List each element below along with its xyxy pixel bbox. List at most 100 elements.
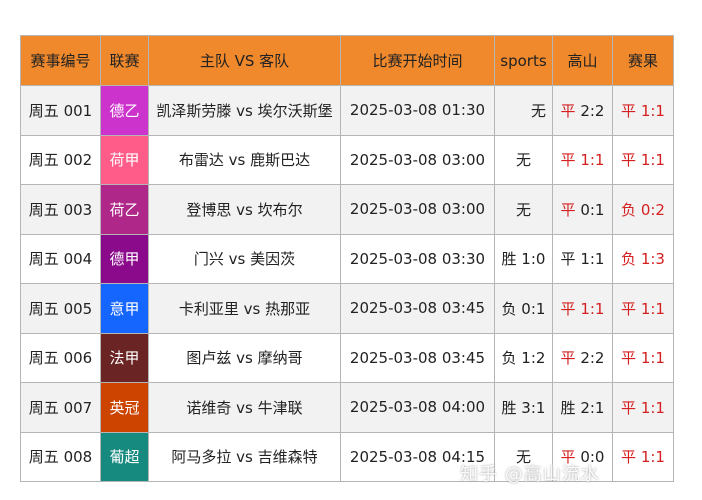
- result-score: 1:1: [640, 349, 665, 368]
- table-row: 周五 007 英冠 诺维奇 vs 牛津联 2025-03-08 04:00 胜 3:1 胜…: [20, 382, 674, 433]
- sports-pick: 无: [494, 134, 553, 185]
- match-teams: 诺维奇 vs 牛津联: [148, 382, 341, 433]
- gaoshan-score: 1:1: [580, 151, 605, 170]
- league-badge: 法甲: [100, 332, 149, 383]
- gaoshan-score: 1:1: [580, 250, 605, 269]
- gaoshan-pick: 平 1:1: [552, 134, 613, 185]
- match-id: 周五 002: [20, 134, 101, 185]
- match-id: 周五 006: [20, 332, 101, 383]
- result-score: 1:1: [640, 151, 665, 170]
- match-result: 平 1:1: [612, 85, 674, 136]
- table-row: 周五 006 法甲 图卢兹 vs 摩纳哥 2025-03-08 03:45 负 1:2 平…: [20, 332, 674, 383]
- match-table: 赛事编号 联赛 主队 VS 客队 比赛开始时间 sports 高山 赛果 周五 …: [20, 35, 674, 482]
- result-outcome: 平: [621, 349, 637, 368]
- match-time: 2025-03-08 01:30: [340, 85, 495, 136]
- table-row: 周五 005 意甲 卡利亚里 vs 热那亚 2025-03-08 03:45 负 0:1…: [20, 283, 674, 334]
- match-time: 2025-03-08 03:00: [340, 134, 495, 185]
- gaoshan-score: 2:2: [580, 101, 605, 120]
- gaoshan-outcome: 平: [560, 250, 576, 269]
- sports-pick: 胜 1:0: [494, 233, 553, 284]
- header-gaoshan: 高山: [552, 35, 613, 86]
- match-teams: 布雷达 vs 鹿斯巴达: [148, 134, 341, 185]
- header-row: 赛事编号 联赛 主队 VS 客队 比赛开始时间 sports 高山 赛果: [20, 35, 674, 86]
- result-outcome: 平: [621, 448, 637, 467]
- header-result: 赛果: [612, 35, 674, 86]
- gaoshan-pick: 平 1:1: [552, 283, 613, 334]
- sports-pick: 无: [494, 431, 553, 482]
- header-match: 主队 VS 客队: [148, 35, 341, 86]
- table-row: 周五 002 荷甲 布雷达 vs 鹿斯巴达 2025-03-08 03:00 无平 1:…: [20, 134, 674, 185]
- sports-pick: 无: [494, 184, 553, 235]
- league-badge: 荷乙: [100, 184, 149, 235]
- match-time: 2025-03-08 03:45: [340, 332, 495, 383]
- match-teams: 凯泽斯劳滕 vs 埃尔沃斯堡: [148, 85, 341, 136]
- match-teams: 登博思 vs 坎布尔: [148, 184, 341, 235]
- gaoshan-score: 1:1: [580, 299, 605, 318]
- header-league: 联赛: [100, 35, 149, 86]
- result-score: 1:1: [640, 448, 665, 467]
- gaoshan-outcome: 平: [560, 299, 576, 318]
- match-time: 2025-03-08 03:00: [340, 184, 495, 235]
- match-id: 周五 005: [20, 283, 101, 334]
- gaoshan-pick: 平 2:2: [552, 85, 613, 136]
- gaoshan-score: 2:2: [580, 349, 605, 368]
- match-result: 负 1:3: [612, 233, 674, 284]
- watermark: 知乎 @高山流水: [460, 464, 600, 485]
- gaoshan-score: 0:0: [580, 448, 605, 467]
- table-row: 周五 004 德甲 门兴 vs 美因茨 2025-03-08 03:30 胜 1:0 平 …: [20, 233, 674, 284]
- match-result: 平 1:1: [612, 134, 674, 185]
- match-teams: 阿马多拉 vs 吉维森特: [148, 431, 341, 482]
- result-score: 1:3: [640, 250, 665, 269]
- gaoshan-outcome: 平: [560, 448, 576, 467]
- header-time: 比赛开始时间: [340, 35, 495, 86]
- match-id: 周五 008: [20, 431, 101, 482]
- gaoshan-pick: 平 2:2: [552, 332, 613, 383]
- gaoshan-pick: 胜 2:1: [552, 382, 613, 433]
- match-result: 平 1:1: [612, 382, 674, 433]
- match-time: 2025-03-08 04:15: [340, 431, 495, 482]
- match-teams: 图卢兹 vs 摩纳哥: [148, 332, 341, 383]
- match-id: 周五 004: [20, 233, 101, 284]
- sports-pick: 负 0:1: [494, 283, 553, 334]
- gaoshan-outcome: 平: [560, 349, 576, 368]
- table-row: 周五 001 德乙 凯泽斯劳滕 vs 埃尔沃斯堡 2025-03-08 01:30 无平…: [20, 85, 674, 136]
- gaoshan-score: 0:1: [580, 200, 605, 219]
- match-time: 2025-03-08 03:30: [340, 233, 495, 284]
- result-outcome: 负: [621, 250, 637, 269]
- header-id: 赛事编号: [20, 35, 101, 86]
- match-id: 周五 001: [20, 85, 101, 136]
- header-sports: sports: [494, 35, 553, 86]
- league-badge: 德乙: [100, 85, 149, 136]
- result-score: 1:1: [640, 299, 665, 318]
- gaoshan-outcome: 平: [560, 151, 576, 170]
- result-score: 1:1: [640, 398, 665, 417]
- result-score: 0:2: [640, 200, 665, 219]
- result-score: 1:1: [640, 101, 665, 120]
- gaoshan-outcome: 平: [560, 200, 576, 219]
- league-badge: 意甲: [100, 283, 149, 334]
- league-badge: 葡超: [100, 431, 149, 482]
- result-outcome: 平: [621, 299, 637, 318]
- league-badge: 荷甲: [100, 134, 149, 185]
- match-time: 2025-03-08 03:45: [340, 283, 495, 334]
- gaoshan-pick: 平 0:1: [552, 184, 613, 235]
- match-id: 周五 007: [20, 382, 101, 433]
- table-row: 周五 008 葡超 阿马多拉 vs 吉维森特 2025-03-08 04:15 无平 0…: [20, 431, 674, 482]
- sports-pick: 胜 3:1: [494, 382, 553, 433]
- result-outcome: 平: [621, 398, 637, 417]
- league-badge: 德甲: [100, 233, 149, 284]
- league-badge: 英冠: [100, 382, 149, 433]
- gaoshan-pick: 平 0:0: [552, 431, 613, 482]
- table-row: 周五 003 荷乙 登博思 vs 坎布尔 2025-03-08 03:00 无平 0:1…: [20, 184, 674, 235]
- gaoshan-pick: 平 1:1: [552, 233, 613, 284]
- match-result: 负 0:2: [612, 184, 674, 235]
- gaoshan-outcome: 胜: [560, 398, 576, 417]
- sports-pick: 无: [494, 85, 553, 136]
- match-result: 平 1:1: [612, 431, 674, 482]
- sports-pick: 负 1:2: [494, 332, 553, 383]
- gaoshan-score: 2:1: [580, 398, 605, 417]
- result-outcome: 平: [621, 151, 637, 170]
- gaoshan-outcome: 平: [560, 101, 576, 120]
- match-time: 2025-03-08 04:00: [340, 382, 495, 433]
- result-outcome: 平: [621, 101, 637, 120]
